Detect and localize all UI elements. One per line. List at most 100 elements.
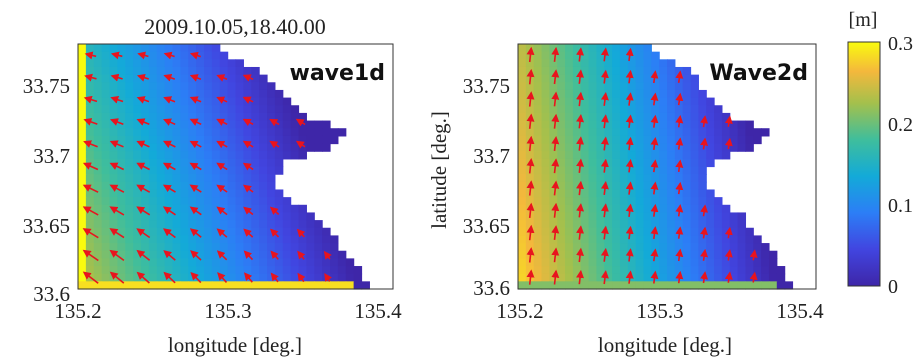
heatmap-cell <box>204 112 213 122</box>
heatmap-cell <box>243 266 252 275</box>
heatmap-cell <box>659 181 668 191</box>
heatmap-cell <box>156 97 166 106</box>
heatmap-cell <box>85 258 95 267</box>
heatmap-cell <box>651 105 660 114</box>
heatmap-cell <box>78 105 87 114</box>
heatmap-cell <box>557 105 566 114</box>
wave-vector <box>576 203 585 218</box>
heatmap-cell <box>101 158 111 168</box>
heatmap-cell <box>549 74 558 83</box>
heatmap-cell <box>85 89 95 99</box>
heatmap-cell <box>306 281 315 290</box>
heatmap-cell <box>745 243 754 252</box>
heatmap-cell <box>235 258 244 267</box>
heatmap-cell <box>627 105 637 114</box>
heatmap-cell <box>549 243 558 252</box>
heatmap-cell <box>141 243 150 252</box>
heatmap-cell <box>659 212 668 221</box>
heatmap-cell <box>85 281 95 290</box>
heatmap-cell <box>667 151 676 160</box>
x-tick-label: 135.3 <box>636 299 683 323</box>
heatmap-cell <box>180 112 189 122</box>
heatmap-cell <box>267 82 276 91</box>
heatmap-cell <box>117 44 126 53</box>
heatmap-cell <box>78 227 87 237</box>
heatmap-cell <box>148 258 158 267</box>
heatmap-cell <box>196 181 205 191</box>
wave-vector <box>136 162 150 171</box>
heatmap-cell <box>635 243 645 252</box>
heatmap-cell <box>125 243 134 252</box>
heatmap-cell <box>706 143 715 152</box>
heatmap-cell <box>337 266 347 275</box>
heatmap-cell <box>109 189 118 198</box>
heatmap-cell <box>619 158 629 168</box>
wave-vector <box>625 136 634 151</box>
heatmap-cell <box>533 197 543 206</box>
heatmap-cell <box>627 258 637 267</box>
heatmap-cell <box>125 189 134 198</box>
heatmap-cell <box>518 227 527 237</box>
heatmap-cell <box>282 273 292 282</box>
heatmap-cell <box>714 266 723 275</box>
heatmap-cell <box>721 151 731 160</box>
wave-vector <box>675 270 684 284</box>
wave-vector <box>625 47 634 62</box>
wave-vector <box>216 140 228 149</box>
heatmap-cell <box>259 250 268 259</box>
heatmap-cell <box>109 89 118 99</box>
heatmap-cell <box>541 44 550 53</box>
heatmap-cell <box>706 212 715 221</box>
heatmap-cell <box>596 158 605 168</box>
wave-vector <box>323 250 332 260</box>
heatmap-cell <box>133 59 142 68</box>
heatmap-cell <box>776 281 786 290</box>
heatmap-cell <box>109 135 118 145</box>
heatmap-cell <box>164 112 174 122</box>
heatmap-cell <box>211 197 221 206</box>
heatmap-cell <box>753 266 762 275</box>
heatmap-cell <box>525 243 535 252</box>
heatmap-cell <box>188 112 197 122</box>
heatmap-cell <box>298 258 307 267</box>
heatmap-cell <box>227 235 237 244</box>
heatmap-cell <box>635 89 645 99</box>
heatmap-cell <box>243 189 252 198</box>
heatmap-cell <box>604 143 613 152</box>
wave-vector <box>189 51 201 60</box>
y-tick-label: 33.7 <box>33 144 70 168</box>
heatmap-cell <box>141 281 150 290</box>
heatmap-cell <box>133 89 142 99</box>
heatmap-cell <box>635 59 645 68</box>
wave-vector <box>216 206 228 216</box>
heatmap-cell <box>251 235 260 244</box>
heatmap-cell <box>93 74 103 83</box>
heatmap-cell <box>172 204 181 214</box>
heatmap-cell <box>674 151 684 160</box>
heatmap-cell <box>604 258 613 267</box>
wave-vector <box>625 92 634 106</box>
heatmap-cell <box>651 281 660 290</box>
heatmap-cell <box>156 158 166 168</box>
heatmap-cell <box>78 59 87 68</box>
heatmap-cell <box>78 166 87 175</box>
heatmap-cell <box>361 281 370 290</box>
heatmap-cell <box>85 266 95 275</box>
heatmap-cell <box>93 166 103 175</box>
heatmap-cell <box>101 281 111 290</box>
heatmap-cell <box>667 112 676 122</box>
heatmap-cell <box>204 212 213 221</box>
heatmap-cell <box>322 281 331 290</box>
heatmap-cell <box>314 235 323 244</box>
heatmap-cell <box>635 166 645 175</box>
heatmap-cell <box>251 258 260 267</box>
heatmap-cell <box>651 128 660 137</box>
heatmap-cell <box>541 120 550 129</box>
heatmap-cell <box>274 189 284 198</box>
heatmap-cell <box>643 220 652 229</box>
heatmap-cell <box>133 281 142 290</box>
heatmap-cell <box>612 174 621 183</box>
heatmap-cell <box>580 266 590 275</box>
heatmap-cell <box>596 273 605 282</box>
heatmap-cell <box>93 181 103 191</box>
